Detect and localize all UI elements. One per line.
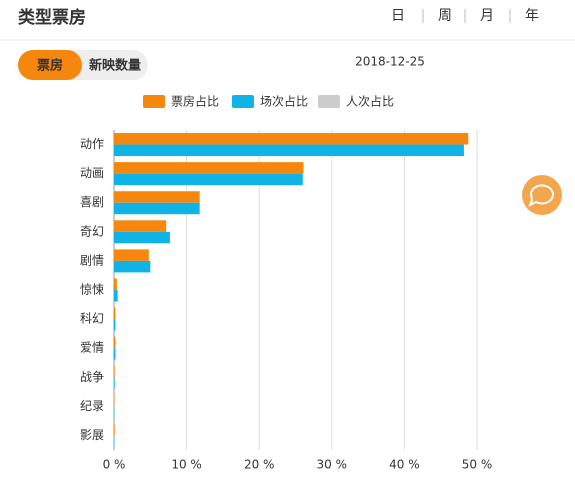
bar <box>114 162 304 174</box>
tab[interactable]: 票房 <box>37 58 63 74</box>
bar <box>114 348 116 360</box>
period-option[interactable]: 年 <box>525 8 539 24</box>
y-tick-label: 科幻 <box>80 312 104 326</box>
bar <box>114 220 167 232</box>
chat-icon <box>528 184 554 208</box>
period-option[interactable]: 周 <box>438 8 452 24</box>
x-tick-label: 0 % <box>103 458 126 472</box>
y-tick-label: 动画 <box>80 166 104 180</box>
x-tick-label: 50 % <box>462 458 493 472</box>
bar <box>114 365 115 378</box>
page-title: 类型票房 <box>18 7 86 28</box>
legend-swatch <box>232 95 254 108</box>
bar <box>114 249 149 261</box>
tab-active[interactable] <box>18 50 82 80</box>
legend-label: 场次占比 <box>260 94 308 109</box>
bar <box>114 133 469 145</box>
bar <box>114 231 170 244</box>
bar <box>114 423 115 436</box>
bar <box>114 377 115 389</box>
bar <box>114 202 200 215</box>
y-tick-label: 动作 <box>80 137 104 151</box>
tab[interactable]: 新映数量 <box>89 58 141 74</box>
bar <box>114 319 116 331</box>
y-tick-label: 纪录 <box>80 399 104 413</box>
period-option[interactable]: 月 <box>480 8 494 24</box>
y-tick-label: 惊悚 <box>80 282 104 297</box>
x-tick-label: 40 % <box>389 458 420 472</box>
bar <box>114 307 116 320</box>
y-tick-label: 战争 <box>80 370 104 384</box>
x-tick-label: 20 % <box>244 458 275 472</box>
y-tick-label: 奇幻 <box>80 224 104 238</box>
chat-button[interactable] <box>522 175 562 215</box>
legend-swatch <box>143 95 165 108</box>
x-tick-label: 30 % <box>317 458 348 472</box>
bar <box>114 191 200 203</box>
y-tick-label: 喜剧 <box>80 195 104 209</box>
period-option[interactable]: 日 <box>391 8 405 24</box>
bar <box>114 144 464 157</box>
legend-label: 人次占比 <box>346 94 394 109</box>
date: 2018-12-25 <box>355 55 425 69</box>
bar <box>114 336 116 349</box>
y-tick-label: 爱情 <box>80 341 104 355</box>
legend-swatch <box>318 95 340 108</box>
y-tick-label: 剧情 <box>80 253 104 267</box>
bar <box>114 290 118 302</box>
x-tick-label: 10 % <box>171 458 202 472</box>
bar <box>114 278 117 290</box>
bar <box>114 173 303 186</box>
legend-label: 票房占比 <box>171 94 219 109</box>
y-tick-label: 影展 <box>80 428 104 442</box>
bar <box>114 260 151 273</box>
